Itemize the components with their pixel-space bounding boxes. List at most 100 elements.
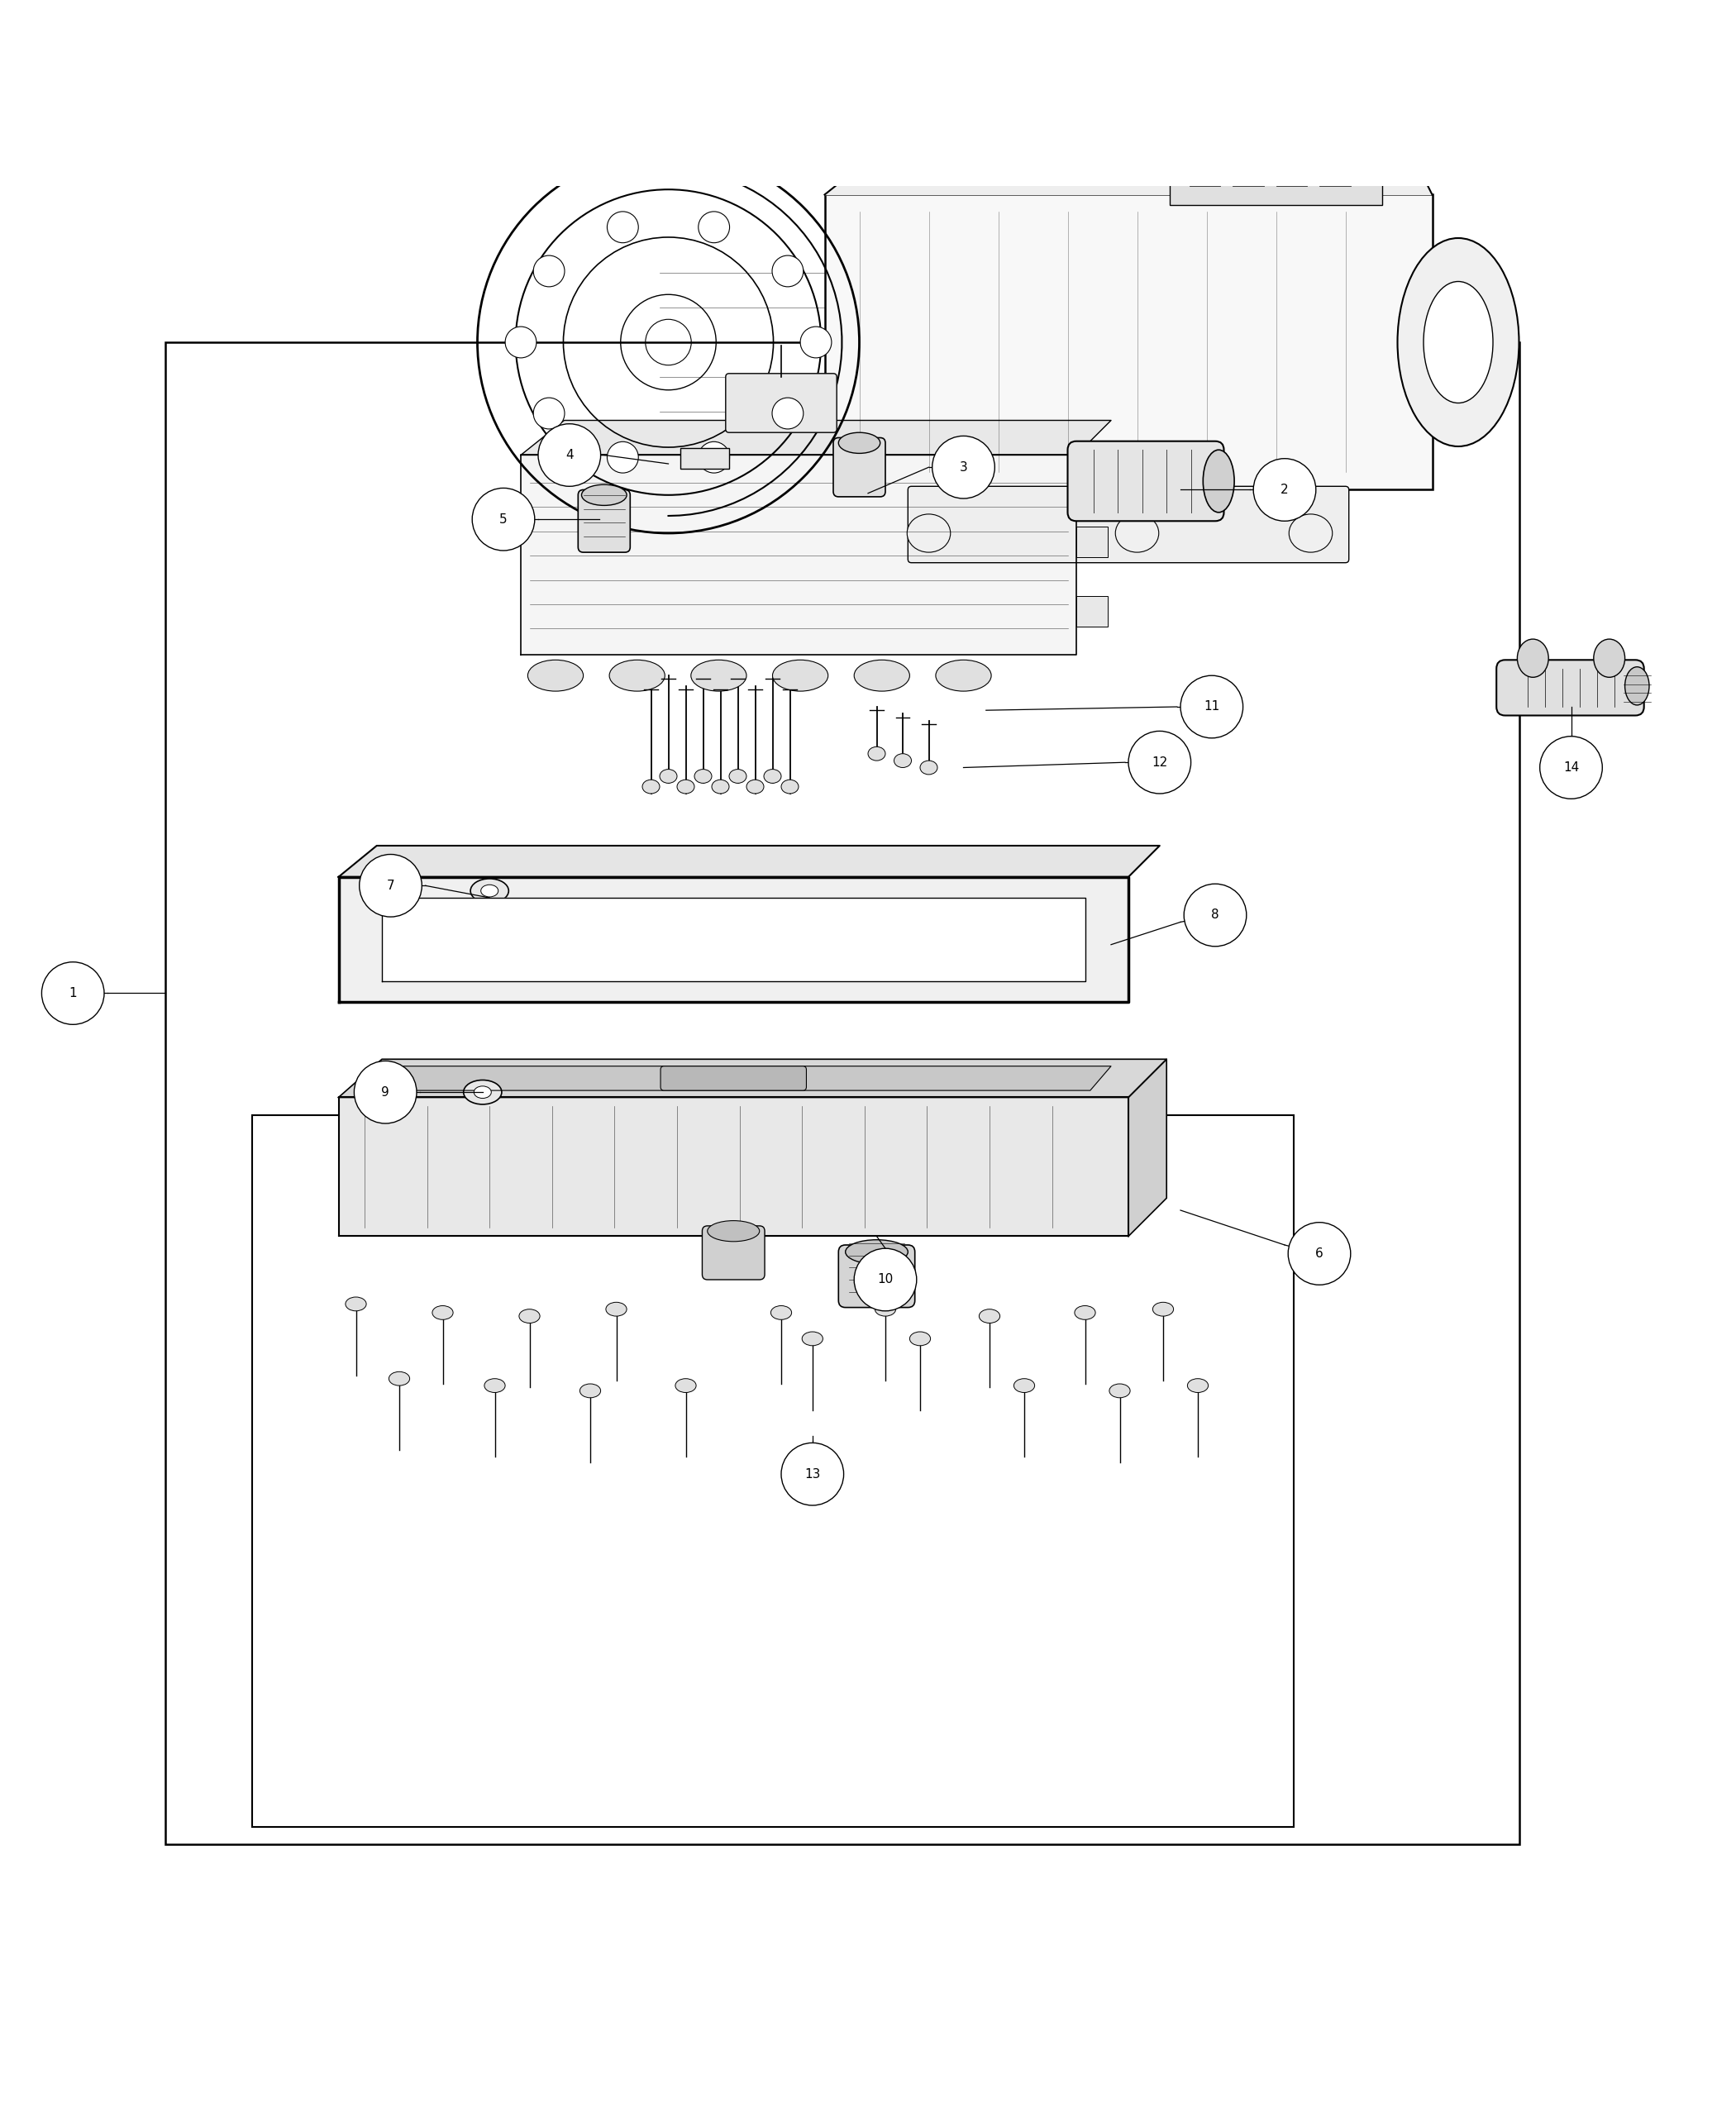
- Ellipse shape: [712, 780, 729, 793]
- FancyBboxPatch shape: [660, 1067, 806, 1090]
- Ellipse shape: [606, 1303, 627, 1315]
- Ellipse shape: [464, 1079, 502, 1105]
- FancyBboxPatch shape: [838, 1246, 915, 1307]
- Bar: [165, 341, 1519, 1844]
- Ellipse shape: [1153, 1303, 1174, 1315]
- Ellipse shape: [1288, 514, 1333, 552]
- Circle shape: [1184, 883, 1246, 946]
- Circle shape: [472, 489, 535, 550]
- Ellipse shape: [1014, 1379, 1035, 1393]
- Ellipse shape: [1109, 1383, 1130, 1398]
- Ellipse shape: [910, 1332, 930, 1345]
- Ellipse shape: [746, 780, 764, 793]
- FancyBboxPatch shape: [908, 487, 1349, 563]
- Text: 2: 2: [1281, 483, 1288, 495]
- FancyBboxPatch shape: [833, 438, 885, 497]
- Ellipse shape: [698, 443, 729, 472]
- Ellipse shape: [906, 514, 951, 552]
- Ellipse shape: [800, 327, 832, 358]
- Circle shape: [1128, 731, 1191, 793]
- Text: 11: 11: [1203, 700, 1220, 713]
- Text: 10: 10: [877, 1273, 894, 1286]
- Ellipse shape: [470, 879, 509, 902]
- Text: 12: 12: [1151, 757, 1168, 769]
- Polygon shape: [825, 124, 1432, 194]
- Circle shape: [538, 424, 601, 487]
- Text: 8: 8: [1212, 909, 1219, 921]
- Ellipse shape: [1203, 449, 1234, 512]
- Ellipse shape: [920, 761, 937, 774]
- Text: 1: 1: [69, 987, 76, 999]
- Ellipse shape: [729, 769, 746, 784]
- FancyBboxPatch shape: [1068, 441, 1224, 521]
- Ellipse shape: [533, 398, 564, 430]
- Bar: [1233, 124, 1264, 186]
- Ellipse shape: [642, 780, 660, 793]
- Text: 6: 6: [1316, 1248, 1323, 1261]
- Ellipse shape: [474, 1086, 491, 1098]
- Bar: [681, 449, 729, 468]
- Bar: [1076, 597, 1108, 626]
- Polygon shape: [521, 455, 1076, 656]
- Ellipse shape: [1424, 282, 1493, 403]
- Ellipse shape: [608, 211, 639, 242]
- Circle shape: [1180, 675, 1243, 738]
- Ellipse shape: [875, 1303, 896, 1315]
- Text: 4: 4: [566, 449, 573, 462]
- Ellipse shape: [1075, 1305, 1095, 1320]
- Ellipse shape: [608, 443, 639, 472]
- Ellipse shape: [609, 660, 665, 691]
- Ellipse shape: [1625, 666, 1649, 704]
- Ellipse shape: [505, 327, 536, 358]
- Text: 13: 13: [804, 1467, 821, 1480]
- Ellipse shape: [481, 885, 498, 896]
- Text: 5: 5: [500, 512, 507, 525]
- Ellipse shape: [936, 660, 991, 691]
- Polygon shape: [339, 1098, 1128, 1235]
- Circle shape: [781, 1442, 844, 1505]
- FancyBboxPatch shape: [726, 373, 837, 432]
- Ellipse shape: [484, 1379, 505, 1393]
- Bar: [1076, 474, 1108, 506]
- Bar: [1189, 124, 1220, 186]
- FancyBboxPatch shape: [1496, 660, 1644, 715]
- Polygon shape: [339, 845, 1160, 877]
- Ellipse shape: [694, 769, 712, 784]
- Ellipse shape: [771, 1305, 792, 1320]
- Bar: [1076, 527, 1108, 557]
- Ellipse shape: [802, 1332, 823, 1345]
- Ellipse shape: [1115, 514, 1160, 552]
- Ellipse shape: [675, 1379, 696, 1393]
- Ellipse shape: [582, 485, 627, 506]
- Text: 3: 3: [960, 462, 967, 474]
- Ellipse shape: [660, 769, 677, 784]
- Circle shape: [1253, 460, 1316, 521]
- Ellipse shape: [533, 255, 564, 287]
- Ellipse shape: [528, 660, 583, 691]
- FancyBboxPatch shape: [701, 1227, 764, 1280]
- Polygon shape: [339, 1058, 1167, 1098]
- Ellipse shape: [868, 746, 885, 761]
- Text: 9: 9: [382, 1086, 389, 1098]
- Ellipse shape: [854, 660, 910, 691]
- Ellipse shape: [519, 1309, 540, 1324]
- Ellipse shape: [845, 1240, 908, 1265]
- Bar: [1276, 124, 1307, 186]
- Ellipse shape: [389, 1372, 410, 1385]
- Ellipse shape: [698, 211, 729, 242]
- Ellipse shape: [1517, 639, 1549, 677]
- Polygon shape: [377, 1067, 1111, 1090]
- FancyBboxPatch shape: [578, 489, 630, 552]
- Ellipse shape: [773, 660, 828, 691]
- Ellipse shape: [838, 432, 880, 453]
- FancyBboxPatch shape: [1170, 80, 1382, 204]
- Circle shape: [1540, 736, 1602, 799]
- Ellipse shape: [979, 1309, 1000, 1324]
- Circle shape: [359, 854, 422, 917]
- Ellipse shape: [781, 780, 799, 793]
- Text: 14: 14: [1562, 761, 1580, 774]
- Ellipse shape: [773, 398, 804, 430]
- Ellipse shape: [345, 1296, 366, 1311]
- Circle shape: [854, 1248, 917, 1311]
- Circle shape: [42, 961, 104, 1024]
